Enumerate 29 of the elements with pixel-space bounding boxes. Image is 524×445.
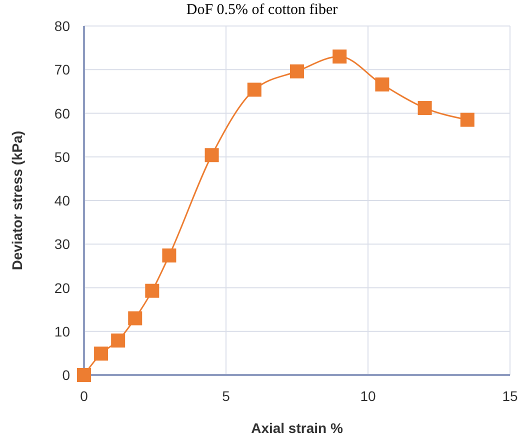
point xyxy=(375,77,390,92)
y-tick-label: 30 xyxy=(54,236,70,252)
x-axis-title: Axial strain % xyxy=(251,420,344,436)
point xyxy=(145,284,160,298)
y-tick-label: 80 xyxy=(54,18,70,34)
point xyxy=(77,368,91,382)
point xyxy=(128,311,142,326)
y-tick-label: 20 xyxy=(54,280,70,296)
y-tick-label: 10 xyxy=(54,323,70,340)
chart-title: DoF 0.5% of cotton fiber xyxy=(186,2,338,18)
point xyxy=(204,148,219,162)
point xyxy=(247,82,262,97)
x-tick-label: 5 xyxy=(222,388,230,404)
x-tick-label: 15 xyxy=(502,388,518,404)
y-tick-label: 50 xyxy=(54,148,70,165)
point xyxy=(332,50,347,64)
y-tick-label: 70 xyxy=(54,62,70,78)
x-tick-label: 10 xyxy=(360,388,376,404)
point xyxy=(460,112,474,127)
y-tick-label: 60 xyxy=(54,105,70,122)
y-tick-label: 40 xyxy=(54,192,70,208)
y-tick-label: 0 xyxy=(62,367,70,383)
point xyxy=(94,346,108,361)
point xyxy=(162,248,176,262)
point xyxy=(111,334,126,348)
point xyxy=(418,101,432,116)
y-axis-title: Deviator stress (kPa) xyxy=(9,130,25,270)
x-tick-label: 0 xyxy=(80,388,88,404)
point xyxy=(290,64,304,78)
